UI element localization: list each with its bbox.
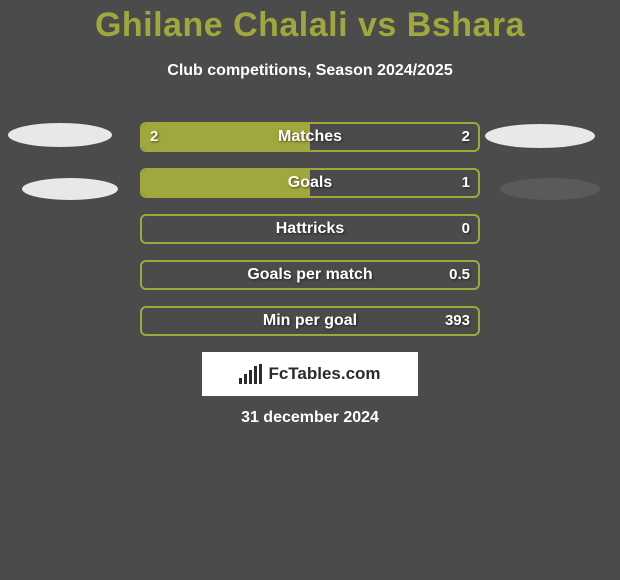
stat-value-right: 2 [462, 124, 470, 150]
stat-value-right: 1 [462, 170, 470, 196]
stat-label: Goals [142, 170, 478, 196]
stat-row: Goals1 [140, 168, 480, 198]
stat-row: Min per goal393 [140, 306, 480, 336]
stat-row: Hattricks0 [140, 214, 480, 244]
decorative-ellipse [500, 178, 600, 200]
stat-value-right: 0.5 [449, 262, 470, 288]
stat-value-right: 0 [462, 216, 470, 242]
stat-label: Goals per match [142, 262, 478, 288]
stat-row: Goals per match0.5 [140, 260, 480, 290]
chart-icon [239, 364, 262, 384]
subtitle: Club competitions, Season 2024/2025 [0, 62, 620, 80]
logo-text: FcTables.com [268, 364, 380, 384]
decorative-ellipse [8, 123, 112, 147]
stat-label: Min per goal [142, 308, 478, 334]
date-label: 31 december 2024 [0, 409, 620, 427]
decorative-ellipse [22, 178, 118, 200]
page-title: Ghilane Chalali vs Bshara [0, 6, 620, 45]
stat-value-right: 393 [445, 308, 470, 334]
stat-row: 2Matches2 [140, 122, 480, 152]
decorative-ellipse [485, 124, 595, 148]
stat-label: Matches [142, 124, 478, 150]
comparison-card: Ghilane Chalali vs Bshara Club competiti… [0, 0, 620, 580]
site-logo: FcTables.com [202, 352, 418, 396]
stat-label: Hattricks [142, 216, 478, 242]
